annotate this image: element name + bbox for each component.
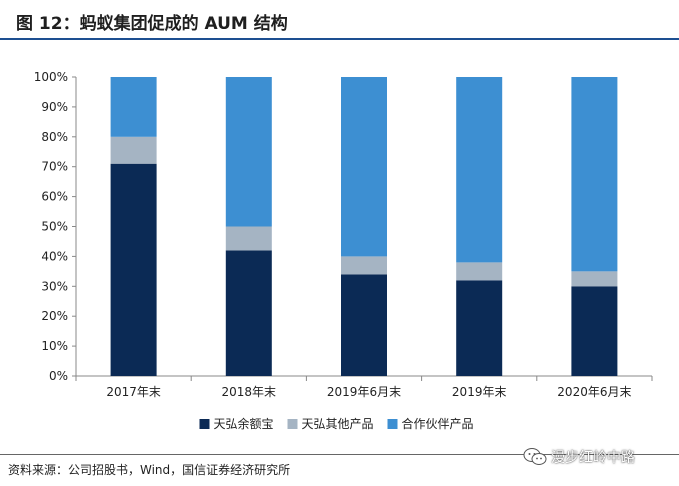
y-tick-label: 90% [41,100,68,114]
wechat-icon [523,448,547,465]
x-tick-label: 2019年末 [452,385,507,399]
x-tick-label: 2019年6月末 [327,385,401,399]
y-tick-label: 50% [41,220,68,234]
bar-segment [456,77,503,263]
chart: 0% 10% 20% 30% 40% 50% 60% 70% 80% 90% 100% 2017年末 2… [34,70,653,431]
y-tick-label: 80% [41,130,68,144]
bar-segment [571,271,618,287]
y-tick-label: 40% [41,249,68,263]
bar-segment [341,256,387,275]
x-tick-label: 2020年6月末 [557,385,631,399]
y-tick-label: 0% [49,369,68,383]
y-tick-label: 60% [41,190,68,204]
x-tick-label: 2018年末 [222,385,277,399]
y-tick-label: 100% [34,70,68,84]
watermark-label: 漫步红岭中路 [551,450,635,466]
footer-divider [0,454,679,455]
bar-segment [571,77,618,272]
legend-swatch [199,419,210,429]
bar-segment [341,274,387,376]
page-title: 图 12：蚂蚁集团促成的 AUM 结构 [16,14,288,34]
x-tick-label: 2017年末 [106,385,161,399]
bar-segment [341,77,387,257]
bar-segment [110,136,157,164]
bar-segment [456,280,503,376]
y-tick-label: 70% [41,160,68,174]
plot-area: 0% 10% 20% 30% 40% 50% 60% 70% 80% 90% 100% 2017年末 2… [34,70,653,431]
legend-label: 天弘其他产品 [302,417,374,431]
bar-segment [225,77,272,227]
legend-label: 合作伙伴产品 [402,416,474,431]
bar-segment [110,163,157,376]
y-tick-label: 30% [41,279,68,293]
bar-segment [571,286,618,376]
legend-swatch [287,419,298,429]
watermark: 漫步红岭中路 [523,447,635,467]
bar-segment [456,262,503,281]
bar-segment [225,226,272,251]
y-tick-label: 10% [41,339,68,353]
legend-label: 天弘余额宝 [214,416,274,431]
bar-segment [110,77,157,137]
legend-swatch [387,419,398,429]
y-tick-label: 20% [41,309,68,323]
title-bar: 图 12：蚂蚁集团促成的 AUM 结构 [0,0,679,40]
source-note: 资料来源：公司招股书，Wind，国信证券经济研究所 [8,463,291,477]
bar-segment [225,250,272,376]
